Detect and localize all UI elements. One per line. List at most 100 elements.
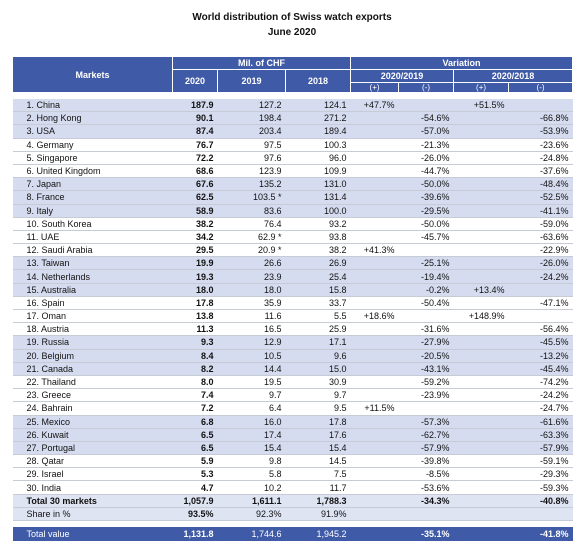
- table-row: 18. Austria 11.3 16.5 25.9 -31.6% -56.4%: [12, 322, 573, 337]
- value-cell: 97.5: [217, 138, 286, 152]
- table-row: 15. Australia 18.0 18.0 15.8 -0.2% +13.4%: [12, 283, 573, 297]
- header-cell: (+): [350, 82, 400, 93]
- value-cell: -56.4%: [508, 322, 573, 337]
- value-cell: [398, 99, 454, 113]
- value-cell: -35.1%: [398, 526, 454, 541]
- value-cell: [508, 309, 573, 324]
- value-cell: -31.6%: [398, 322, 454, 337]
- value-cell: -23.6%: [508, 138, 573, 152]
- value-cell: 127.2: [217, 99, 286, 113]
- value-cell: 15.4: [217, 441, 286, 456]
- value-cell: 131.0: [285, 177, 351, 192]
- value-cell: -45.4%: [508, 362, 573, 376]
- value-cell: +47.7%: [350, 99, 399, 113]
- title: World distribution of Swiss watch export…: [192, 12, 392, 23]
- table-row: 17. Oman 13.8 11.6 5.5 +18.6% +148.9%: [12, 309, 573, 324]
- value-cell: 35.9: [217, 296, 286, 311]
- table-row: Total 30 markets 1,057.9 1,611.1 1,788.3 -34…: [12, 494, 573, 508]
- value-cell: -63.6%: [508, 230, 573, 245]
- value-cell: [453, 217, 509, 231]
- header-cell: 2020/2018: [453, 69, 574, 83]
- value-cell: -53.9%: [508, 124, 573, 139]
- value-cell: [453, 190, 509, 205]
- value-cell: -23.9%: [398, 388, 454, 403]
- value-cell: -59.0%: [508, 217, 573, 231]
- value-cell: [350, 230, 399, 245]
- value-cell: -50.0%: [398, 217, 454, 231]
- market-cell: Total 30 markets: [12, 494, 173, 508]
- subtitle: June 2020: [267, 27, 317, 38]
- table-row: 12. Saudi Arabia 29.5 20.9 * 38.2 +41.3% -22.…: [12, 243, 573, 258]
- value-cell: 135.2: [217, 177, 286, 192]
- market-cell: 13. Taiwan: [12, 256, 173, 271]
- value-cell: [350, 269, 399, 284]
- market-cell: 5. Singapore: [12, 151, 173, 165]
- market-cell: 4. Germany: [12, 138, 173, 152]
- market-cell: 1. China: [12, 99, 173, 113]
- header-cell: 2020: [172, 69, 218, 93]
- value-cell: -20.5%: [398, 349, 454, 363]
- value-cell: -52.5%: [508, 190, 573, 205]
- value-cell: -59.3%: [508, 480, 573, 495]
- table-row: 7. Japan 67.6 135.2 131.0 -50.0% -48.4%: [12, 177, 573, 192]
- value-cell: 20.9 *: [217, 243, 286, 258]
- market-cell: 15. Australia: [12, 283, 173, 297]
- value-cell: [350, 441, 399, 456]
- market-cell: 18. Austria: [12, 322, 173, 337]
- value-cell: 15.0: [285, 362, 351, 376]
- value-cell: 93.2: [285, 217, 351, 231]
- value-cell: 9.3: [172, 335, 218, 350]
- value-cell: -29.3%: [508, 467, 573, 482]
- value-cell: [350, 204, 399, 218]
- value-cell: [453, 151, 509, 165]
- value-cell: 123.9: [217, 164, 286, 179]
- value-cell: +18.6%: [350, 309, 399, 324]
- value-cell: 25.4: [285, 269, 351, 284]
- market-cell: 26. Kuwait: [12, 428, 173, 442]
- value-cell: 131.4: [285, 190, 351, 205]
- market-cell: 24. Bahrain: [12, 401, 173, 416]
- value-cell: [453, 507, 509, 521]
- value-cell: -24.8%: [508, 151, 573, 165]
- value-cell: -66.8%: [508, 111, 573, 126]
- value-cell: 19.9: [172, 256, 218, 271]
- value-cell: -47.1%: [508, 296, 573, 311]
- value-cell: 67.6: [172, 177, 218, 192]
- value-cell: 100.3: [285, 138, 351, 152]
- value-cell: [350, 454, 399, 469]
- market-cell: Total value: [12, 526, 173, 541]
- header-cell: 2020/2019: [350, 69, 455, 83]
- value-cell: 1,945.2: [285, 526, 351, 541]
- header-cell: (-): [508, 82, 574, 93]
- value-cell: -24.2%: [508, 388, 573, 403]
- market-cell: 23. Greece: [12, 388, 173, 403]
- table-row: 20. Belgium 8.4 10.5 9.6 -20.5% -13.2%: [12, 349, 573, 363]
- value-cell: [398, 401, 454, 416]
- value-cell: -63.3%: [508, 428, 573, 442]
- value-cell: [453, 526, 509, 541]
- value-cell: 62.5: [172, 190, 218, 205]
- value-cell: -13.2%: [508, 349, 573, 363]
- value-cell: -19.4%: [398, 269, 454, 284]
- value-cell: 8.0: [172, 375, 218, 390]
- value-cell: 92.3%: [217, 507, 286, 521]
- value-cell: 8.2: [172, 362, 218, 376]
- value-cell: -21.3%: [398, 138, 454, 152]
- value-cell: [453, 322, 509, 337]
- table-row: 14. Netherlands 19.3 23.9 25.4 -19.4% -24.2%: [12, 269, 573, 284]
- value-cell: [350, 480, 399, 495]
- table-row: 8. France 62.5 103.5 * 131.4 -39.6% -52.5%: [12, 190, 573, 205]
- value-cell: 15.8: [285, 283, 351, 297]
- value-cell: 38.2: [285, 243, 351, 258]
- market-cell: 8. France: [12, 190, 173, 205]
- value-cell: [350, 190, 399, 205]
- value-cell: [453, 494, 509, 508]
- table-row: 24. Bahrain 7.2 6.4 9.5 +11.5% -24.7%: [12, 401, 573, 416]
- value-cell: [453, 111, 509, 126]
- value-cell: -25.1%: [398, 256, 454, 271]
- value-cell: -39.6%: [398, 190, 454, 205]
- table-row: 16. Spain 17.8 35.9 33.7 -50.4% -47.1%: [12, 296, 573, 311]
- market-cell: 29. Israel: [12, 467, 173, 482]
- market-cell: 12. Saudi Arabia: [12, 243, 173, 258]
- value-cell: 271.2: [285, 111, 351, 126]
